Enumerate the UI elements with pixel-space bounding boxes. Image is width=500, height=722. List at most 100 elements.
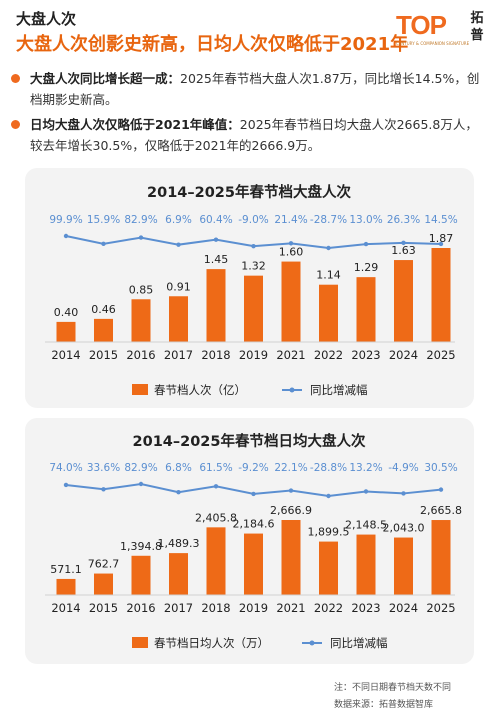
line-point: [138, 235, 144, 240]
bar: [131, 299, 151, 342]
legend-bar-label: 春节档日均人次（万）: [154, 636, 269, 650]
bar-data-label: 0.91: [166, 280, 191, 293]
bar: [131, 555, 151, 595]
line-point: [326, 245, 331, 251]
x-tick-label: 2015: [89, 601, 118, 615]
bullet-heading: 日均大盘人次仅略低于2021年峰值：: [30, 117, 240, 132]
x-tick-label: 2015: [89, 348, 118, 362]
line-point: [401, 491, 406, 496]
bar: [169, 296, 188, 342]
x-tick-label: 2021: [276, 601, 305, 615]
legend-line-label: 同比增减幅: [310, 383, 368, 397]
x-tick-label: 2025: [426, 601, 455, 615]
footer-note: 注：不同日期春节档天数不同: [334, 683, 452, 693]
logo-wordmark: TOP: [396, 10, 447, 40]
bar: [244, 533, 263, 595]
section-label: 大盘人次: [16, 10, 77, 28]
line-data-label: 60.4%: [199, 214, 232, 226]
bar-data-label: 2,184.6: [233, 518, 275, 531]
x-tick-label: 2023: [351, 348, 380, 362]
line-data-label: 82.9%: [124, 462, 157, 474]
line-point: [213, 237, 219, 242]
line-data-label: 99.9%: [49, 214, 82, 226]
legend-line-marker: [309, 640, 315, 646]
bar-data-label: 2,666.9: [270, 504, 312, 517]
line-point: [251, 243, 256, 249]
x-tick-label: 2025: [426, 348, 455, 362]
line-data-label: 22.1%: [274, 462, 307, 474]
x-tick-label: 2024: [389, 348, 418, 362]
line-data-label: 6.8%: [165, 462, 192, 474]
x-tick-label: 2018: [201, 601, 230, 615]
bar-data-label: 762.7: [88, 558, 120, 571]
line-data-label: 30.5%: [424, 462, 457, 474]
legend-bar-label: 春节档人次（亿）: [154, 383, 246, 397]
x-tick-label: 2024: [389, 601, 418, 615]
bar-data-label: 2,043.0: [383, 522, 425, 535]
footer-notes: 注：不同日期春节档天数不同 数据来源：拓普数据智库: [334, 680, 451, 714]
bar: [431, 248, 451, 342]
bar: [206, 269, 226, 342]
bar: [244, 275, 263, 342]
line-data-label: 33.6%: [87, 462, 120, 474]
bar: [56, 578, 76, 595]
line-data-label: 6.9%: [165, 214, 192, 226]
line-point: [401, 240, 406, 246]
line-data-label: 21.4%: [274, 214, 307, 226]
x-tick-label: 2019: [239, 601, 268, 615]
x-tick-label: 2022: [314, 601, 343, 615]
bar-data-label: 1.14: [316, 269, 341, 282]
line-point: [438, 487, 444, 492]
bar-data-label: 1.32: [241, 260, 266, 273]
line-point: [101, 241, 106, 247]
bullet-item: 日均大盘人次仅略低于2021年峰值：2025年春节档日均大盘人次2665.8万人…: [11, 114, 480, 156]
line-data-label: -4.9%: [388, 462, 418, 474]
x-tick-label: 2017: [164, 601, 193, 615]
bar: [394, 260, 413, 342]
x-tick-label: 2022: [314, 348, 343, 362]
legend-bar-swatch: [132, 384, 148, 395]
bar-data-label: 1.63: [391, 244, 416, 257]
logo-subtext: CENTURY & COMPANION SIGNATURE: [396, 41, 470, 46]
line-data-label: -9.0%: [238, 214, 268, 226]
bar: [169, 553, 188, 595]
line-point: [251, 491, 256, 497]
bar: [94, 573, 113, 595]
chart-title: 2014–2025年春节档日均大盘人次: [133, 432, 366, 450]
bar-data-label: 1.45: [204, 253, 229, 266]
bar: [356, 534, 376, 595]
legend-bar-swatch: [132, 637, 148, 648]
bar: [281, 261, 301, 342]
line-data-label: 74.0%: [49, 462, 82, 474]
line-point: [363, 489, 369, 494]
bullet-heading: 大盘人次同比增长超一成：: [30, 71, 181, 86]
bar-data-label: 2,665.8: [420, 504, 462, 517]
chart-card-total-admissions: 2014–2025年春节档大盘人次 99.9% 15.9% 82.9% 6.9% 60.4…: [25, 168, 474, 408]
chart-card-daily-admissions: 2014–2025年春节档日均大盘人次 74.0% 33.6% 82.9% 6.8% 61…: [25, 418, 474, 664]
line-data-label: 61.5%: [199, 462, 232, 474]
line-point: [213, 484, 219, 489]
bar-data-label: 571.1: [50, 563, 82, 576]
x-tick-label: 2018: [201, 348, 230, 362]
bullet-dot-icon: [11, 120, 20, 129]
x-tick-label: 2019: [239, 348, 268, 362]
bar: [56, 321, 76, 342]
x-tick-label: 2014: [51, 601, 80, 615]
footer-source: 数据来源：拓普数据智库: [334, 700, 434, 710]
line-point: [63, 482, 69, 488]
legend-line-marker: [289, 387, 295, 393]
line-data-label: -28.7%: [310, 214, 347, 226]
chart-title: 2014–2025年春节档大盘人次: [147, 183, 351, 201]
bar: [431, 520, 451, 595]
x-tick-label: 2016: [126, 348, 155, 362]
line-data-label: 82.9%: [124, 214, 157, 226]
bullet-text: 2025年春节档日均大盘人次2665.8万人，较去年增长30.5%，仅略低于20…: [30, 117, 478, 153]
bar-data-label: 1,489.3: [158, 537, 200, 550]
bullet-dot-icon: [11, 74, 20, 83]
line-data-label: 13.2%: [349, 462, 382, 474]
bar-data-label: 0.85: [129, 283, 154, 296]
line-data-label: 13.0%: [349, 214, 382, 226]
bar-data-label: 1,899.5: [308, 526, 350, 539]
bar-data-label: 0.46: [91, 303, 116, 316]
brand-logo: TOP CENTURY & COMPANION SIGNATURE 拓普: [396, 10, 488, 50]
